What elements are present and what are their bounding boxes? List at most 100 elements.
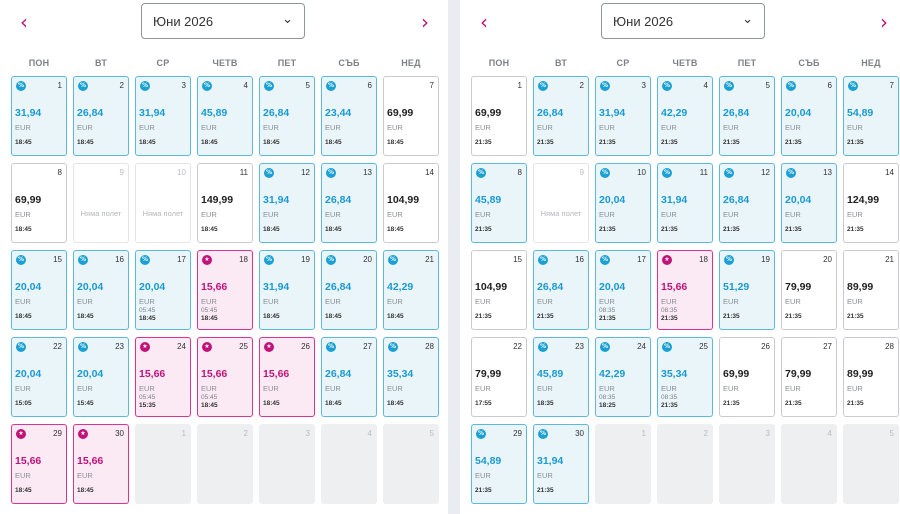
day-cell[interactable]: 14 104,99 EUR 18:45 — [383, 163, 439, 243]
day-cell[interactable]: ★ 26 15,66 EUR 18:45 — [259, 337, 315, 417]
day-cell[interactable]: % 23 45,89 EUR 18:35 — [533, 337, 589, 417]
departure-time: 18:45 — [387, 139, 404, 146]
day-number: 15 — [513, 255, 522, 264]
day-cell[interactable]: % 3 31,94 EUR 21:35 — [595, 76, 651, 156]
day-cell[interactable]: 21 89,99 EUR 21:35 — [843, 250, 899, 330]
day-cell[interactable]: % 16 20,04 EUR 18:45 — [73, 250, 129, 330]
departure-times: 08:35 21:35 — [661, 394, 678, 410]
prev-month-button[interactable]: ‹ — [474, 12, 494, 32]
day-cell[interactable]: 27 79,99 EUR 21:35 — [781, 337, 837, 417]
day-cell[interactable]: % 29 54,89 EUR 21:35 — [471, 424, 527, 504]
day-cell[interactable]: % 12 26,84 EUR 21:35 — [719, 163, 775, 243]
day-cell[interactable]: % 5 26,84 EUR 21:35 — [719, 76, 775, 156]
day-cell[interactable]: % 6 20,04 EUR 21:35 — [781, 76, 837, 156]
day-cell[interactable]: 1 69,99 EUR 21:35 — [471, 76, 527, 156]
percent-icon: % — [326, 255, 336, 265]
day-cell[interactable]: ★ 30 15,66 EUR 18:45 — [73, 424, 129, 504]
day-number: 1 — [57, 81, 62, 90]
weekday-label: СЪБ — [338, 58, 360, 68]
day-cell[interactable]: % 10 20,04 EUR 21:35 — [595, 163, 651, 243]
fare-currency: EUR — [15, 210, 31, 219]
day-cell[interactable]: % 30 31,94 EUR 21:35 — [533, 424, 589, 504]
day-cell[interactable]: % 7 54,89 EUR 21:35 — [843, 76, 899, 156]
day-cell[interactable]: 26 69,99 EUR 21:35 — [719, 337, 775, 417]
day-number: 8 — [57, 168, 62, 177]
day-cell[interactable]: % 13 26,84 EUR 18:45 — [321, 163, 377, 243]
day-cell[interactable]: % 2 26,84 EUR 21:35 — [533, 76, 589, 156]
day-number: 23 — [115, 342, 124, 351]
fare-currency: EUR — [201, 210, 217, 219]
day-cell[interactable]: % 4 42,29 EUR 21:35 — [657, 76, 713, 156]
fare-currency: EUR — [263, 297, 279, 306]
prev-month-button[interactable]: ‹ — [14, 12, 34, 32]
day-number: 26 — [301, 342, 310, 351]
day-cell[interactable]: % 17 20,04 EUR 05:45 18:45 — [135, 250, 191, 330]
day-cell[interactable]: % 16 26,84 EUR 21:35 — [533, 250, 589, 330]
departure-times: 21:35 — [475, 139, 492, 147]
month-select[interactable]: Юни 2026 ⌄ — [601, 3, 765, 39]
day-cell[interactable]: % 17 20,04 EUR 08:35 21:35 — [595, 250, 651, 330]
day-cell[interactable]: % 19 31,94 EUR 18:45 — [259, 250, 315, 330]
fare-price: 42,29 — [661, 107, 688, 119]
day-cell[interactable]: % 24 42,29 EUR 08:35 18:25 — [595, 337, 651, 417]
day-cell[interactable]: % 1 31,94 EUR 18:45 — [11, 76, 67, 156]
day-cell[interactable]: 22 79,99 EUR 17:55 — [471, 337, 527, 417]
fare-price: 15,66 — [263, 368, 290, 380]
departure-time: 21:35 — [661, 139, 678, 146]
next-month-button[interactable]: › — [874, 12, 894, 32]
day-cell[interactable]: % 20 26,84 EUR 18:45 — [321, 250, 377, 330]
day-cell[interactable]: ★ 18 15,66 EUR 08:35 21:35 — [657, 250, 713, 330]
day-number: 3 — [765, 429, 770, 438]
day-cell[interactable]: % 3 31,94 EUR 18:45 — [135, 76, 191, 156]
percent-icon: % — [600, 342, 610, 352]
day-cell[interactable]: % 5 26,84 EUR 18:45 — [259, 76, 315, 156]
day-cell[interactable]: 7 69,99 EUR 18:45 — [383, 76, 439, 156]
month-select[interactable]: Юни 2026 ⌄ — [141, 3, 305, 39]
day-cell[interactable]: % 4 45,89 EUR 18:45 — [197, 76, 253, 156]
day-cell[interactable]: 20 79,99 EUR 21:35 — [781, 250, 837, 330]
day-cell[interactable]: % 22 20,04 EUR 15:05 — [11, 337, 67, 417]
departure-times: 21:35 — [723, 400, 740, 408]
fare-price: 15,66 — [661, 281, 688, 293]
day-cell[interactable]: % 21 42,29 EUR 18:45 — [383, 250, 439, 330]
day-cell[interactable]: % 25 35,34 EUR 08:35 21:35 — [657, 337, 713, 417]
fare-price: 23,44 — [325, 107, 352, 119]
fare-currency: EUR — [785, 210, 801, 219]
fare-currency: EUR — [537, 471, 553, 480]
fare-price: 45,89 — [475, 194, 502, 206]
day-cell[interactable]: 28 89,99 EUR 21:35 — [843, 337, 899, 417]
day-cell[interactable]: % 13 20,04 EUR 21:35 — [781, 163, 837, 243]
fare-price: 20,04 — [15, 281, 42, 293]
day-cell[interactable]: 14 124,99 EUR 21:35 — [843, 163, 899, 243]
departure-times: 08:35 18:25 — [599, 394, 616, 410]
day-cell[interactable]: % 27 26,84 EUR 18:45 — [321, 337, 377, 417]
percent-icon: % — [388, 342, 398, 352]
fare-price: 42,29 — [387, 281, 414, 293]
day-cell[interactable]: ★ 18 15,66 EUR 05:45 18:45 — [197, 250, 253, 330]
departure-times: 21:35 — [475, 226, 492, 234]
fare-price: 69,99 — [387, 107, 414, 119]
day-cell[interactable]: 11 149,99 EUR 18:45 — [197, 163, 253, 243]
departure-times: 18:45 — [15, 313, 32, 321]
fare-price: 54,89 — [847, 107, 874, 119]
day-cell[interactable]: % 12 31,94 EUR 18:45 — [259, 163, 315, 243]
day-cell[interactable]: % 6 23,44 EUR 18:45 — [321, 76, 377, 156]
day-cell[interactable]: % 23 20,04 EUR 15:45 — [73, 337, 129, 417]
day-cell[interactable]: % 19 51,29 EUR 21:35 — [719, 250, 775, 330]
day-cell[interactable]: ★ 29 15,66 EUR 18:45 — [11, 424, 67, 504]
day-cell[interactable]: ★ 24 15,66 EUR 05:45 15:35 — [135, 337, 191, 417]
departure-time: 18:45 — [15, 226, 32, 233]
fare-price: 20,04 — [785, 107, 812, 119]
day-cell[interactable]: % 11 31,94 EUR 21:35 — [657, 163, 713, 243]
day-cell[interactable]: ★ 25 15,66 EUR 05:45 18:45 — [197, 337, 253, 417]
day-cell[interactable]: % 8 45,89 EUR 21:35 — [471, 163, 527, 243]
departure-time: 21:35 — [723, 226, 740, 233]
day-cell[interactable]: 15 104,99 EUR 21:35 — [471, 250, 527, 330]
day-cell[interactable]: % 15 20,04 EUR 18:45 — [11, 250, 67, 330]
day-cell[interactable]: 8 69,99 EUR 18:45 — [11, 163, 67, 243]
fare-price: 15,66 — [15, 455, 42, 467]
next-month-button[interactable]: › — [415, 12, 435, 32]
day-cell[interactable]: % 2 26,84 EUR 18:45 — [73, 76, 129, 156]
day-cell[interactable]: % 28 35,34 EUR 18:45 — [383, 337, 439, 417]
departure-times: 21:35 — [599, 226, 616, 234]
